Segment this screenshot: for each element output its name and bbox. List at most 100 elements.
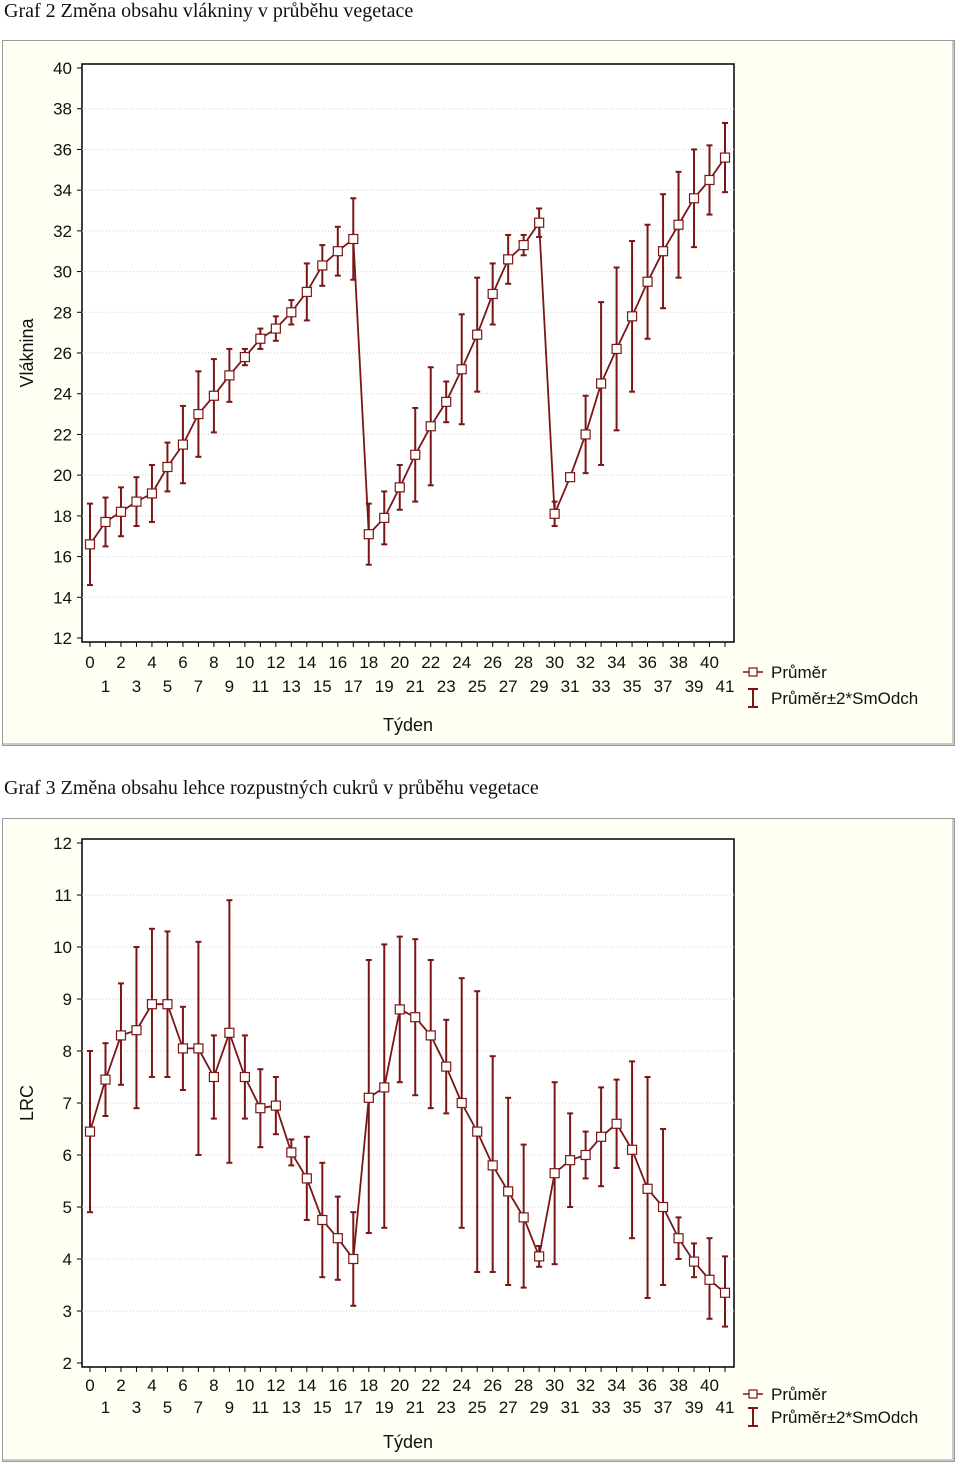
chart2-mean-marker: [286, 1147, 297, 1158]
chart1-plot-area: [81, 63, 735, 643]
chart1-y-tick-label: 40: [53, 59, 72, 78]
chart2-y-tick-label: 12: [53, 834, 72, 853]
chart1-mean-marker: [301, 286, 312, 298]
chart1-mean-marker: [626, 311, 638, 322]
chart1-mean-marker: [379, 512, 390, 523]
chart1-mean-marker: [115, 506, 127, 517]
chart2-mean-marker: [131, 1025, 142, 1036]
chart2-x-tick-label: 41: [716, 1398, 735, 1417]
chart1-x-tick-label: 18: [359, 653, 378, 672]
chart1-x-tick-label: 17: [344, 677, 363, 696]
chart2-x-tick-label: 13: [282, 1398, 301, 1417]
chart2-mean-marker: [84, 1126, 96, 1137]
chart2-mean-marker: [688, 1256, 700, 1267]
chart2-mean-marker: [348, 1253, 359, 1265]
chart1-mean-marker: [487, 288, 498, 300]
chart2-x-tick-label: 29: [530, 1398, 549, 1417]
chart1-mean-marker: [332, 246, 343, 257]
chart1-mean-marker: [642, 276, 653, 287]
chart1-y-tick-label: 26: [53, 344, 72, 363]
chart1-mean-marker: [363, 529, 374, 540]
chart2-x-tick-label: 9: [225, 1398, 234, 1417]
chart2-x-tick-label: 7: [194, 1398, 203, 1417]
chart2-mean-marker: [301, 1173, 312, 1184]
chart2-x-tick-label: 17: [344, 1398, 363, 1417]
chart1-x-tick-label: 26: [483, 653, 502, 672]
chart1-x-tick-label: 0: [85, 653, 94, 672]
chart1-y-tick-label: 30: [53, 263, 72, 282]
chart1-mean-marker: [162, 461, 173, 473]
chart1-mean-marker: [84, 539, 96, 550]
chart2-mean-marker: [332, 1233, 343, 1244]
chart1-mean-marker: [472, 329, 483, 340]
chart2-mean-marker: [503, 1186, 514, 1197]
chart2-x-tick-label: 36: [638, 1376, 657, 1395]
chart1-x-tick-label: 22: [421, 653, 440, 672]
chart2-mean-marker: [549, 1168, 560, 1179]
chart1-mean-marker: [286, 307, 297, 318]
chart2-y-tick-label: 2: [63, 1354, 72, 1373]
chart1-x-tick-label: 29: [530, 677, 549, 696]
chart2-x-tick-label: 28: [514, 1376, 533, 1395]
chart2-x-tick-label: 39: [685, 1398, 704, 1417]
chart1-mean-marker: [565, 472, 576, 483]
chart1-x-tick-label: 1: [101, 677, 110, 696]
chart1-y-tick-label: 12: [53, 629, 72, 648]
chart2-mean-marker: [100, 1074, 111, 1085]
chart2-x-tick-label: 34: [607, 1376, 626, 1395]
chart2-legend-mean: Průměr: [771, 1385, 827, 1404]
chart1-mean-marker: [688, 193, 700, 204]
chart1-mean-marker: [348, 233, 359, 245]
chart1-mean-marker: [580, 429, 591, 440]
chart1-mean-marker: [518, 240, 529, 251]
chart2-mean-marker: [595, 1131, 607, 1142]
chart1-mean-marker: [394, 482, 405, 493]
chart1-mean-marker: [146, 488, 158, 499]
chart1-mean-marker: [270, 323, 281, 334]
chart2-mean-marker: [456, 1097, 467, 1109]
chart2-x-tick-label: 21: [406, 1398, 425, 1417]
chart1-x-tick-label: 10: [235, 653, 254, 672]
chart1-mean-marker: [100, 516, 111, 528]
chart1-mean-marker: [503, 254, 514, 265]
chart2-x-tick-label: 20: [390, 1376, 409, 1395]
chart1-mean-marker: [456, 364, 467, 375]
chart1-x-tick-label: 11: [252, 677, 270, 696]
chart2-mean-marker: [657, 1201, 669, 1213]
chart1-y-tick-label: 32: [53, 222, 72, 241]
chart1-mean-marker: [719, 152, 731, 163]
chart1-x-tick-label: 31: [561, 677, 580, 696]
chart1-x-tick-label: 39: [685, 677, 704, 696]
chart1-mean-marker: [224, 370, 235, 381]
chart2-title: Graf 3 Změna obsahu lehce rozpustných cu…: [4, 777, 539, 799]
chart1-mean-marker: [611, 343, 622, 355]
chart1-legend-sd: Průměr±2*SmOdch: [771, 689, 918, 708]
chart2-x-tick-label: 33: [592, 1398, 611, 1417]
chart2-mean-marker: [487, 1160, 498, 1171]
chart2-mean-marker: [611, 1118, 622, 1129]
chart1-x-tick-label: 25: [468, 677, 487, 696]
chart1-mean-line: [89, 157, 726, 545]
chart1-x-axis-label: Týden: [383, 715, 433, 735]
chart1-x-tick-label: 9: [225, 677, 234, 696]
chart1-x-tick-label: 6: [178, 653, 187, 672]
chart2-x-tick-label: 22: [421, 1376, 440, 1395]
chart1-mean-marker: [595, 378, 607, 389]
chart1-x-tick-label: 19: [375, 677, 394, 696]
chart1-x-tick-label: 41: [716, 677, 735, 696]
chart2-x-tick-label: 0: [85, 1376, 94, 1395]
chart1-x-tick-label: 24: [452, 653, 471, 672]
chart2-x-tick-label: 24: [452, 1376, 471, 1395]
chart1-x-tick-label: 12: [266, 653, 285, 672]
chart2-x-tick-label: 32: [576, 1376, 595, 1395]
chart1-mean-marker: [673, 219, 684, 230]
chart2-y-tick-label: 8: [63, 1042, 72, 1061]
chart2-mean-marker: [580, 1149, 591, 1161]
chart1-y-tick-label: 18: [53, 507, 72, 526]
chart1-x-tick-label: 35: [623, 677, 642, 696]
chart2-mean-marker: [394, 1004, 405, 1015]
chart2-x-tick-label: 27: [499, 1398, 518, 1417]
chart1-x-tick-label: 14: [297, 653, 316, 672]
